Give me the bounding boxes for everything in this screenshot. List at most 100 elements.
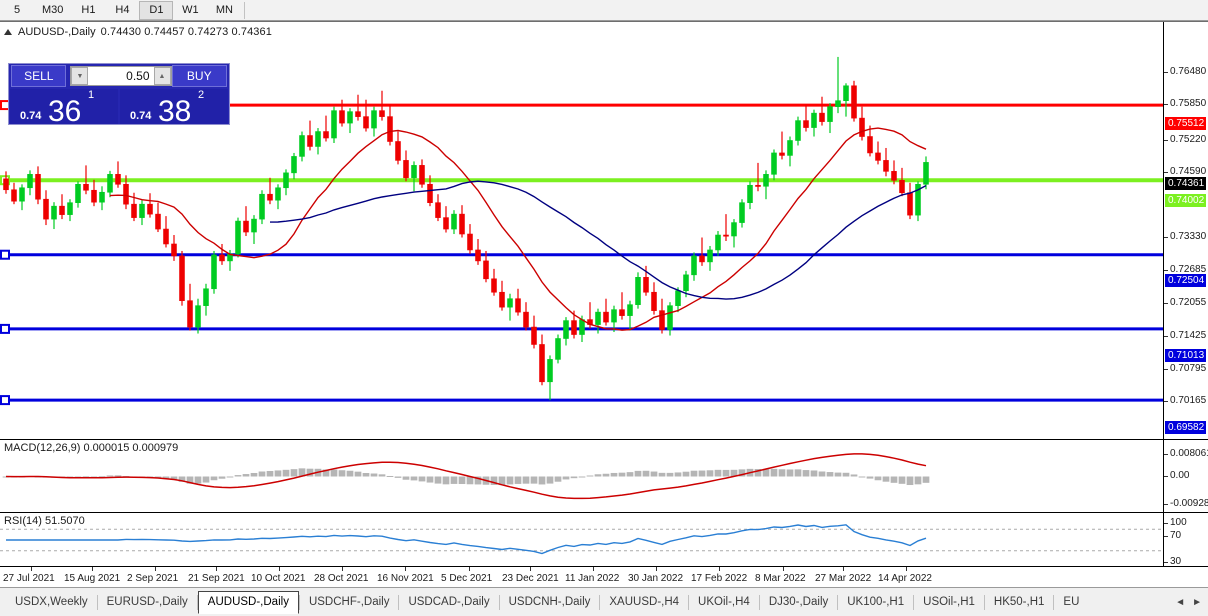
macd-bar — [786, 469, 794, 477]
tab-scroll-right-icon[interactable]: ► — [1192, 596, 1202, 608]
candle-body — [203, 288, 209, 306]
volume-stepper[interactable]: ▼ 0.50 ▲ — [70, 66, 172, 86]
macd-bar — [770, 468, 778, 477]
candle-body — [43, 198, 49, 220]
candle-body — [635, 277, 641, 305]
chart-tab-usdcnh--daily[interactable]: USDCNH-,Daily — [508, 596, 591, 608]
candle-body — [707, 249, 713, 263]
candle-body — [659, 310, 665, 330]
candle-body — [475, 249, 481, 262]
time-label: 16 Nov 2021 — [377, 573, 434, 584]
macd-bar — [402, 476, 410, 480]
chart-tab-xauusd--h4[interactable]: XAUUSD-,H4 — [609, 596, 680, 608]
volume-decrease-icon[interactable]: ▼ — [71, 67, 89, 85]
timeframe-button-5[interactable]: 5 — [13, 4, 21, 16]
level-handle[interactable] — [0, 323, 10, 334]
macd-bar — [490, 476, 498, 485]
price-scale[interactable]: 0.76480 0.75850 0.75220 0.74590 0.73330 0.726… — [1163, 22, 1208, 580]
time-tick — [783, 567, 784, 571]
candle-body — [451, 213, 457, 230]
sell-button[interactable]: SELL — [11, 65, 67, 87]
chart-tab-audusd--daily[interactable]: AUDUSD-,Daily — [197, 590, 299, 614]
time-tick — [155, 567, 156, 571]
macd-bar — [530, 476, 538, 484]
macd-bar — [706, 470, 714, 477]
level-handle[interactable] — [0, 249, 10, 260]
time-label: 30 Jan 2022 — [628, 573, 684, 584]
chart-tab-usoil--h1[interactable]: USOil-,H1 — [923, 596, 975, 608]
rsi-pane[interactable]: RSI(14) 51.5070 — [0, 512, 1163, 566]
macd-bar — [306, 468, 314, 477]
tab-divider — [913, 594, 915, 610]
collapse-triangle-icon[interactable] — [4, 29, 12, 35]
candle-body — [835, 100, 841, 107]
chart-tab-usdx-weekly[interactable]: USDX,Weekly — [15, 596, 88, 608]
candle-body — [891, 171, 897, 181]
volume-increase-icon[interactable]: ▲ — [153, 67, 171, 85]
toolbar-divider — [244, 1, 246, 19]
candle-body — [515, 298, 521, 313]
macd-bar — [434, 476, 442, 484]
tab-divider — [983, 594, 985, 610]
candle-body — [315, 131, 321, 147]
one-click-trading-panel[interactable]: SELL ▼ 0.50 ▲ BUY 0.74 36 1 0.74 38 2 — [8, 63, 230, 125]
timeframe-button-m30[interactable]: M30 — [42, 4, 64, 16]
timeframe-button-h4[interactable]: H4 — [115, 4, 130, 16]
time-tick — [593, 567, 594, 571]
time-label: 14 Apr 2022 — [878, 573, 932, 584]
macd-bar — [178, 476, 186, 482]
timeframe-button-d1[interactable]: D1 — [139, 0, 174, 20]
candle-body — [163, 228, 169, 245]
level-handle[interactable] — [0, 395, 10, 406]
candle-body — [731, 222, 737, 237]
time-tick — [530, 567, 531, 571]
chart-tab-usdchf--daily[interactable]: USDCHF-,Daily — [308, 596, 390, 608]
chart-tab-eu[interactable]: EU — [1063, 596, 1080, 608]
candle-body — [115, 174, 121, 185]
candle-body — [251, 218, 257, 233]
timeframe-button-h1[interactable]: H1 — [81, 4, 96, 16]
chart-tab-ukoil--h4[interactable]: UKOil-,H4 — [698, 596, 750, 608]
timeframe-button-mn[interactable]: MN — [215, 4, 233, 16]
candle-body — [539, 344, 545, 383]
buy-button[interactable]: BUY — [171, 65, 227, 87]
time-label: 28 Oct 2021 — [314, 573, 369, 584]
chart-tab-uk100--h1[interactable]: UK100-,H1 — [847, 596, 905, 608]
macd-label: MACD(12,26,9) 0.000015 0.000979 — [4, 442, 182, 454]
macd-bar — [210, 476, 218, 481]
macd-bar — [394, 476, 402, 478]
macd-bar — [602, 473, 610, 477]
chart-tab-hk50--h1[interactable]: HK50-,H1 — [993, 596, 1045, 608]
candle-body — [99, 191, 105, 203]
candle-body — [379, 110, 385, 117]
candle-body — [83, 183, 89, 191]
chart-tab-dj30--daily[interactable]: DJ30-,Daily — [768, 596, 829, 608]
buy-price-display[interactable]: 0.74 38 2 — [120, 89, 228, 124]
chart-symbol-label: AUDUSD-,Daily — [18, 26, 96, 38]
sell-price-display[interactable]: 0.74 36 1 — [10, 89, 118, 124]
macd-bar — [330, 469, 338, 477]
candle-body — [339, 110, 345, 124]
time-tick — [31, 567, 32, 571]
candle-body — [547, 359, 553, 383]
macd-bar — [242, 474, 250, 477]
candle-body — [355, 111, 361, 117]
time-scale[interactable]: 27 Jul 2021 15 Aug 2021 2 Sep 2021 21 Sep 2… — [0, 566, 1208, 588]
macd-bar — [170, 476, 178, 480]
macd-pane[interactable]: MACD(12,26,9) 0.000015 0.000979 — [0, 439, 1163, 512]
macd-bar — [698, 470, 706, 477]
macd-bar — [74, 476, 82, 478]
tab-scroll-controls[interactable]: ◄ ► — [1173, 597, 1208, 608]
ma-slow-line — [269, 180, 927, 300]
macd-bar — [466, 476, 474, 485]
tab-scroll-left-icon[interactable]: ◄ — [1175, 596, 1186, 608]
candle-body — [507, 298, 513, 308]
chart-tab-usdcad--daily[interactable]: USDCAD-,Daily — [408, 596, 490, 608]
macd-bar — [386, 475, 394, 477]
timeframe-button-w1[interactable]: W1 — [182, 4, 199, 16]
chart-tab-eurusd--daily[interactable]: EURUSD-,Daily — [106, 596, 188, 608]
volume-input[interactable]: 0.50 — [126, 69, 150, 83]
candle-body — [459, 213, 465, 235]
candle-body — [843, 85, 849, 102]
